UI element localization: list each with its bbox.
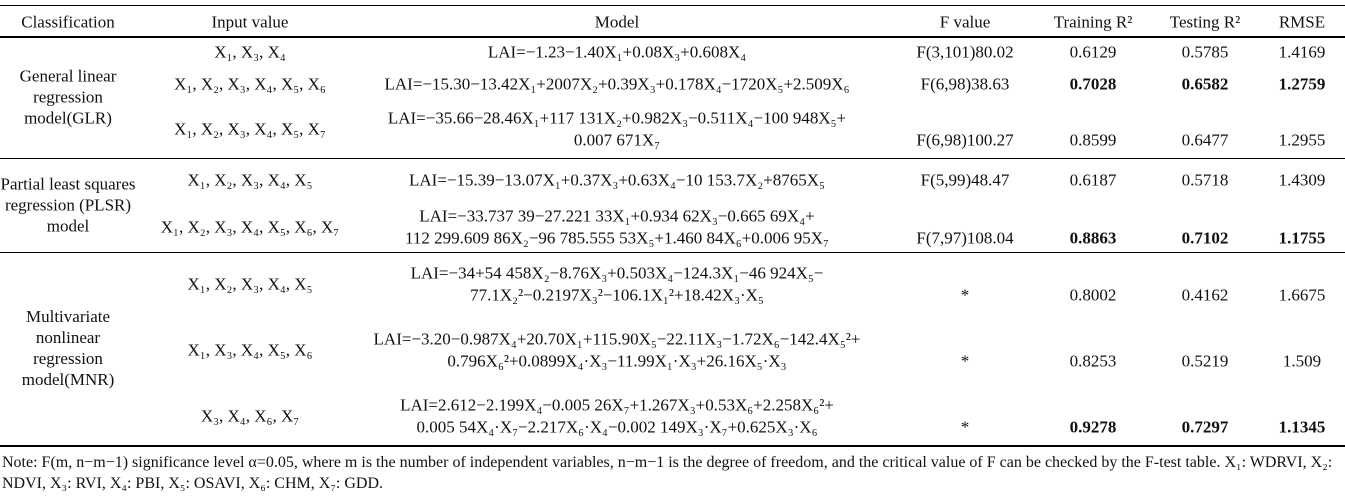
header-cell: Model bbox=[594, 12, 640, 32]
header-cell: Input value bbox=[211, 12, 289, 32]
rmse: 1.2759 bbox=[1278, 74, 1326, 94]
header-cell: Testing R² bbox=[1169, 12, 1241, 32]
classification: Multivariate nonlinear regression model(… bbox=[21, 307, 115, 389]
rmse: 1.6675 bbox=[1278, 285, 1326, 305]
rule bbox=[0, 36, 1345, 38]
input-value: X₁, X₂, X₃, X₄, X₅ bbox=[187, 274, 313, 294]
input-value: X₁, X₂, X₃, X₄, X₅ bbox=[187, 170, 313, 190]
rule bbox=[0, 252, 1345, 253]
f-value: * bbox=[960, 351, 970, 371]
f-value: F(3,101)80.02 bbox=[916, 42, 1014, 62]
testing-r2: 0.6477 bbox=[1181, 130, 1229, 150]
note: Note: F(m, n−m−1) significance level α=0… bbox=[2, 454, 1333, 492]
model-line: 0.005 54X₄·X₇−2.217X₆·X₄−0.002 149X₃·X₇+… bbox=[416, 417, 818, 437]
testing-r2: 0.7297 bbox=[1181, 417, 1229, 437]
model-line: LAI=−1.23−1.40X₁+0.08X₃+0.608X₄ bbox=[487, 42, 747, 62]
testing-r2: 0.5785 bbox=[1181, 42, 1229, 62]
rmse: 1.1345 bbox=[1278, 417, 1326, 437]
testing-r2: 0.5718 bbox=[1181, 170, 1229, 190]
rmse: 1.4309 bbox=[1278, 170, 1326, 190]
input-value: X₃, X₄, X₆, X₇ bbox=[200, 406, 300, 426]
testing-r2: 0.5219 bbox=[1181, 351, 1229, 371]
training-r2: 0.6187 bbox=[1069, 170, 1117, 190]
model-line: 112 299.609 86X₂−96 785.555 53X₅+1.460 8… bbox=[405, 228, 829, 248]
input-value: X₁, X₂, X₃, X₄, X₅, X₆ bbox=[174, 74, 326, 94]
model-line: LAI=−34+54 458X₂−8.76X₃+0.503X₄−124.3X₁−… bbox=[410, 263, 824, 283]
classification: Partial least squares regression (PLSR) … bbox=[0, 174, 136, 236]
input-value: X₁, X₃, X₄ bbox=[214, 42, 286, 62]
model-line: LAI=−15.30−13.42X₁+2007X₂+0.39X₃+0.178X₄… bbox=[384, 74, 850, 94]
testing-r2: 0.4162 bbox=[1181, 285, 1229, 305]
f-value: * bbox=[960, 417, 970, 437]
training-r2: 0.8599 bbox=[1069, 130, 1117, 150]
testing-r2: 0.6582 bbox=[1181, 74, 1229, 94]
rmse: 1.1755 bbox=[1278, 228, 1326, 248]
f-value: F(7,97)108.04 bbox=[916, 228, 1014, 248]
header-cell: F value bbox=[939, 12, 991, 32]
rule bbox=[0, 445, 1345, 447]
header-cell: Classification bbox=[21, 12, 115, 32]
f-value: F(6,98)38.63 bbox=[920, 74, 1010, 94]
training-r2: 0.8863 bbox=[1069, 228, 1117, 248]
testing-r2: 0.7102 bbox=[1181, 228, 1229, 248]
model-line: 77.1X₂²−0.2197X₃²−106.1X₁²+18.42X₃·X₅ bbox=[470, 285, 764, 305]
rmse: 1.4169 bbox=[1278, 42, 1326, 62]
model-line: 0.796X₆²+0.0899X₄·X₃−11.99X₁·X₃+26.16X₅·… bbox=[447, 351, 787, 371]
model-line: LAI=−3.20−0.987X₄+20.70X₁+115.90X₅−22.11… bbox=[373, 329, 861, 349]
input-value: X₁, X₂, X₃, X₄, X₅, X₇ bbox=[174, 119, 326, 139]
training-r2: 0.9278 bbox=[1069, 417, 1117, 437]
classification: General linear regression model(GLR) bbox=[19, 66, 117, 128]
model-line: LAI=2.612−2.199X₄−0.005 26X₇+1.267X₃+0.5… bbox=[400, 395, 834, 415]
f-value: * bbox=[960, 285, 970, 305]
header-cell: RMSE bbox=[1278, 12, 1326, 32]
input-value: X₁, X₂, X₃, X₄, X₅, X₆, X₇ bbox=[160, 217, 340, 237]
header-cell: Training R² bbox=[1053, 12, 1133, 32]
training-r2: 0.7028 bbox=[1069, 74, 1117, 94]
rule bbox=[0, 5, 1345, 6]
rmse: 1.2955 bbox=[1278, 130, 1326, 150]
model-line: 0.007 671X₇ bbox=[573, 130, 661, 150]
model-line: LAI=−35.66−28.46X₁+117 131X₂+0.982X₃−0.5… bbox=[387, 108, 847, 128]
model-line: LAI=−15.39−13.07X₁+0.37X₃+0.63X₄−10 153.… bbox=[409, 170, 825, 190]
rule bbox=[0, 158, 1345, 159]
f-value: F(6,98)100.27 bbox=[916, 130, 1014, 150]
rmse: 1.509 bbox=[1282, 351, 1322, 371]
f-value: F(5,99)48.47 bbox=[920, 170, 1010, 190]
training-r2: 0.6129 bbox=[1069, 42, 1117, 62]
input-value: X₁, X₃, X₄, X₅, X₆ bbox=[187, 340, 313, 360]
training-r2: 0.8253 bbox=[1069, 351, 1117, 371]
training-r2: 0.8002 bbox=[1069, 285, 1117, 305]
model-line: LAI=−33.737 39−27.221 33X₁+0.934 62X₃−0.… bbox=[419, 206, 815, 226]
